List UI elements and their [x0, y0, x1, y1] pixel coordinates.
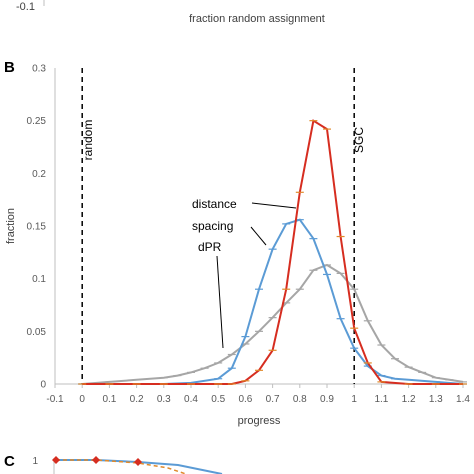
annotation-leader-dpr	[216, 255, 224, 349]
x-tick-label: 0.4	[184, 394, 198, 405]
y-tick-label: 0.05	[27, 327, 47, 338]
panel-c-marker	[134, 458, 142, 466]
panel-c-tick-label: 1	[32, 456, 38, 467]
chart-axes	[54, 68, 463, 385]
annotation-dpr: dPR	[198, 240, 222, 254]
y-tick-label: 0.1	[32, 274, 46, 285]
x-tick-label: 0.7	[266, 394, 280, 405]
x-tick-labels: -0.1 0 0.1 0.2 0.3 0.4 0.5 0.6 0.7 0.8 0.9 1 1.1 1.2 1…	[46, 384, 470, 405]
x-axis-label: progress	[238, 415, 281, 427]
x-tick-label: 0.9	[320, 394, 334, 405]
panel-b-chart: 00.050.10.150.20.250.3 -0.1 0 0.1 0.2 0.3 0.4…	[5, 64, 470, 428]
panel-c-marker	[52, 456, 60, 464]
annotations: distance spacing dPR	[192, 197, 297, 349]
y-tick-label: 0	[40, 380, 46, 391]
series-line-2	[82, 263, 464, 385]
y-tick-label: 0.2	[32, 169, 46, 180]
annotation-leader-spacing	[250, 226, 267, 246]
annotation-leader-distance	[251, 202, 297, 209]
panel-c-marker	[92, 456, 100, 464]
x-tick-label: 0.6	[238, 394, 252, 405]
x-tick-label: 0.2	[130, 394, 144, 405]
panel-c: C 1	[4, 453, 223, 474]
x-tick-label: 0.3	[157, 394, 171, 405]
x-tick-label: 0.1	[102, 394, 116, 405]
x-tick-label: 1.2	[402, 394, 416, 405]
x-tick-label: 1	[351, 394, 357, 405]
reference-label-random: random	[81, 120, 95, 161]
y-tick-label: 0.25	[27, 116, 47, 127]
annotation-spacing: spacing	[192, 219, 233, 233]
x-tick-label: 1.4	[456, 394, 470, 405]
top-panel-xlabel: fraction random assignment	[189, 13, 325, 25]
series-line-0	[82, 119, 463, 385]
annotation-distance: distance	[192, 197, 237, 211]
top-panel: -0.1 fraction random assignment	[16, 0, 325, 25]
panel-c-letter: C	[4, 453, 15, 470]
x-tick-label: 0	[79, 394, 85, 405]
panel-c-orange-line	[56, 459, 187, 474]
x-tick-label: -0.1	[46, 394, 64, 405]
y-tick-label: 0.15	[27, 222, 47, 233]
top-panel-tick-label: -0.1	[16, 1, 35, 13]
panel-b-letter: B	[4, 59, 15, 76]
y-tick-label: 0.3	[32, 64, 46, 75]
x-tick-label: 1.1	[374, 394, 388, 405]
x-tick-label: 0.8	[293, 394, 307, 405]
reference-label-sgc: SGC	[352, 127, 366, 153]
y-tick-labels: 0 0.05 0.1 0.15 0.2 0.25 0.3	[27, 64, 47, 391]
series-line-1	[82, 218, 464, 385]
x-tick-label: 0.5	[211, 394, 225, 405]
reference-lines: random SGC	[81, 68, 366, 384]
series-lines	[78, 119, 467, 385]
x-tick-label: 1.3	[429, 394, 443, 405]
y-axis-label: fraction	[5, 208, 17, 244]
